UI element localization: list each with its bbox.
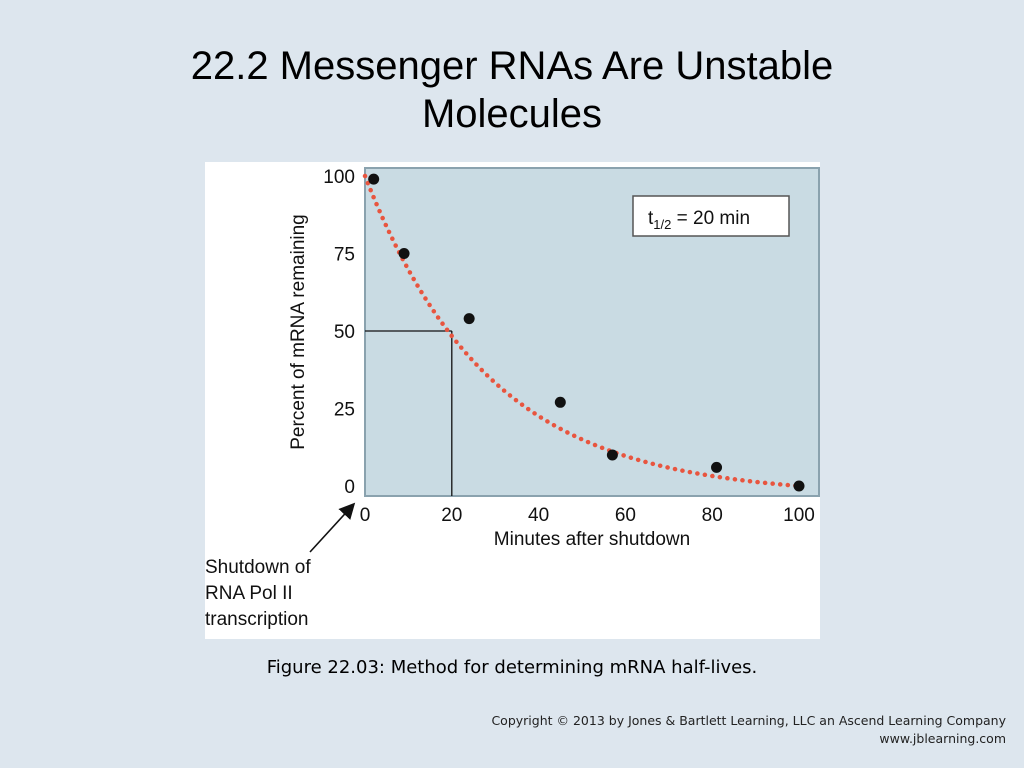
data-point xyxy=(463,313,475,325)
annotation-box xyxy=(632,195,790,237)
shutdown-label: Shutdown of RNA Pol II transcription xyxy=(205,557,311,630)
shutdown-arrow xyxy=(309,502,356,553)
y-tick-label: 75 xyxy=(334,245,355,266)
copyright-notice: Copyright © 2013 by Jones & Bartlett Lea… xyxy=(491,712,1006,748)
svg-text:t1/2 = 20 min: t1/2 = 20 min xyxy=(648,208,750,232)
x-tick-label: 40 xyxy=(528,505,549,526)
shutdown-label-line-1: Shutdown of xyxy=(205,557,311,578)
slide-title-line-2: Molecules xyxy=(421,92,603,136)
annotation-t: t xyxy=(648,208,654,229)
shutdown-label-line-3: transcription xyxy=(205,609,309,630)
shutdown-label-line-2: RNA Pol II xyxy=(205,583,293,604)
copyright-url: www.jblearning.com xyxy=(879,731,1006,746)
x-tick-labels: 0 20 40 60 80 100 xyxy=(360,505,815,526)
fit-curve xyxy=(362,173,802,489)
data-point xyxy=(711,461,723,473)
data-point xyxy=(368,173,380,185)
data-point xyxy=(554,396,566,408)
x-tick-label: 80 xyxy=(702,505,723,526)
data-points xyxy=(368,173,805,492)
x-tick-label: 100 xyxy=(783,505,815,526)
y-axis-label: Percent of mRNA remaining xyxy=(288,214,309,450)
data-point xyxy=(793,480,805,492)
data-point xyxy=(606,449,618,461)
annotation-value: = 20 min xyxy=(671,208,750,229)
half-life-marker-lines xyxy=(365,330,453,496)
figure-caption: Figure 22.03: Method for determining mRN… xyxy=(266,657,758,678)
half-life-chart: 0 25 50 75 100 0 20 40 60 80 100 t1/2 = 20 min Pe… xyxy=(205,167,820,630)
y-tick-label: 100 xyxy=(323,167,355,188)
x-tick-label: 60 xyxy=(615,505,636,526)
y-tick-labels: 0 25 50 75 100 xyxy=(323,167,355,498)
annotation-subscript: 1/2 xyxy=(653,217,671,232)
slide-title-line-1: 22.2 Messenger RNAs Are Unstable xyxy=(190,44,834,88)
x-tick-label: 0 xyxy=(360,505,371,526)
y-tick-label: 25 xyxy=(334,400,355,421)
copyright-line-1: Copyright © 2013 by Jones & Bartlett Lea… xyxy=(491,713,1006,728)
y-tick-label: 0 xyxy=(344,477,355,498)
data-point xyxy=(398,248,410,259)
figure-panel: 0 25 50 75 100 0 20 40 60 80 100 t1/2 = 20 min Pe… xyxy=(205,162,820,639)
half-life-annotation: t1/2 = 20 min xyxy=(632,195,790,237)
slide-title: 22.2 Messenger RNAs Are Unstable Molecul… xyxy=(0,42,1024,138)
x-axis-label: Minutes after shutdown xyxy=(494,529,690,550)
x-tick-label: 20 xyxy=(441,505,462,526)
y-tick-label: 50 xyxy=(334,322,355,343)
